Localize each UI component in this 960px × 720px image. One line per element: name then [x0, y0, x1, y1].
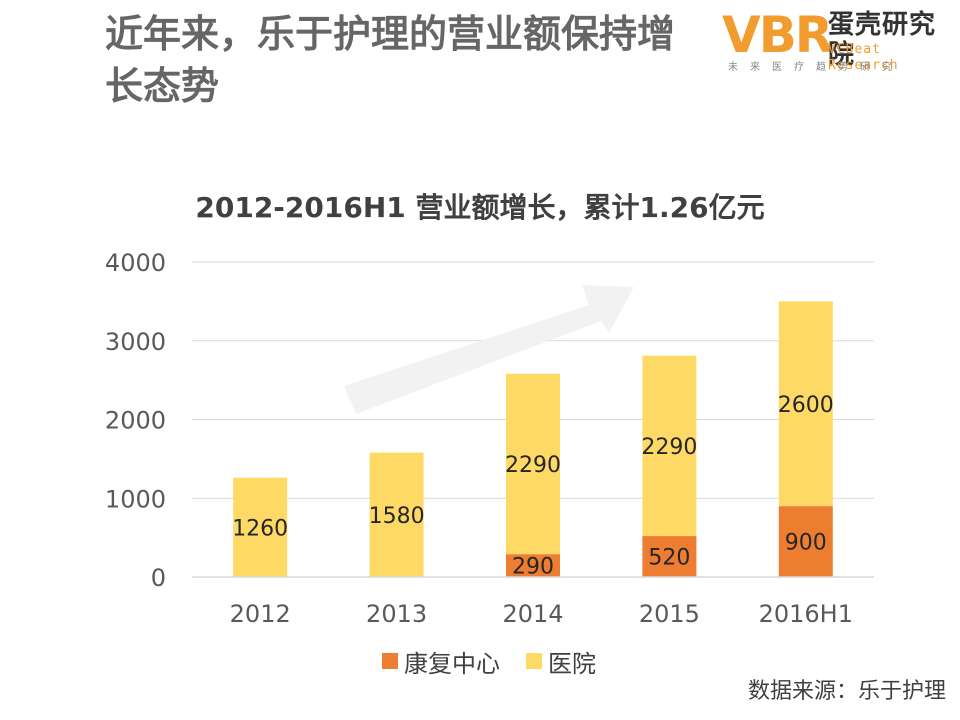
axis-labels: 0 1000 2000 3000 4000 2012 2013 2014 2015 2016H1	[105, 249, 874, 628]
logo-mark: VBR	[722, 6, 833, 64]
x-tick-label-2013: 2013	[366, 600, 427, 628]
data-label-rehab-2014: 290	[512, 555, 554, 580]
y-tick-label-4000: 4000	[105, 249, 166, 277]
x-tick-label-2015: 2015	[639, 600, 700, 628]
data-label-hospital-2015: 2290	[641, 435, 697, 460]
y-tick-label-0: 0	[151, 564, 166, 592]
data-label-hospital-2016H1: 2600	[778, 393, 834, 418]
legend-item-hospital: 医院	[526, 644, 596, 679]
legend: 康复中心 医院	[382, 644, 622, 679]
data-labels: 1260 1580 290 2290 520 2290 900 2600	[232, 393, 834, 580]
trend-arrow-layer	[344, 285, 634, 414]
data-label-rehab-2015: 520	[648, 546, 690, 571]
data-label-hospital-2013: 1580	[369, 504, 425, 529]
trend-arrow-icon	[344, 285, 634, 414]
bar-hospital-2013	[369, 452, 424, 577]
bar-hospital-2014	[506, 373, 560, 555]
bar-hospital-2015	[642, 355, 697, 537]
y-tick-label-3000: 3000	[105, 328, 166, 356]
legend-item-rehab: 康复中心	[382, 644, 500, 679]
logo-name: 蛋壳研究院	[828, 10, 937, 70]
bar-hospital-2016H1	[778, 301, 833, 507]
logo-subtitle: VCBeat Research	[828, 42, 899, 73]
legend-swatch-rehab	[382, 653, 398, 669]
bar-hospital-2012	[233, 477, 288, 577]
legend-label-hospital: 医院	[548, 649, 596, 678]
data-source: 数据来源：乐于护理	[747, 679, 946, 704]
legend-label-rehab: 康复中心	[404, 649, 500, 678]
data-label-hospital-2014: 2290	[505, 453, 561, 478]
vcbeat-logo: VBR 蛋壳研究院 VCBeat Research 未来医疗趋势研究	[722, 6, 954, 76]
chart-title: 2012-2016H1 营业额增长，累计1.26亿元	[195, 191, 765, 224]
data-label-rehab-2016H1: 900	[785, 531, 827, 556]
x-tick-label-2012: 2012	[230, 600, 291, 628]
y-tick-label-1000: 1000	[105, 485, 166, 513]
x-tick-label-2014: 2014	[502, 600, 563, 628]
y-tick-label-2000: 2000	[105, 407, 166, 435]
page-title: 近年来，乐于护理的营业额保持增长态势	[105, 12, 676, 108]
bar-rehab-2014	[506, 554, 560, 577]
bar-rehab-2016H1	[778, 506, 833, 577]
x-tick-label-2016H1: 2016H1	[759, 600, 853, 628]
legend-swatch-hospital	[526, 653, 542, 669]
bars	[233, 301, 833, 577]
data-label-hospital-2012: 1260	[232, 516, 288, 541]
logo-tagline: 未来医疗趋势研究	[728, 62, 904, 73]
bar-rehab-2015	[642, 536, 697, 577]
